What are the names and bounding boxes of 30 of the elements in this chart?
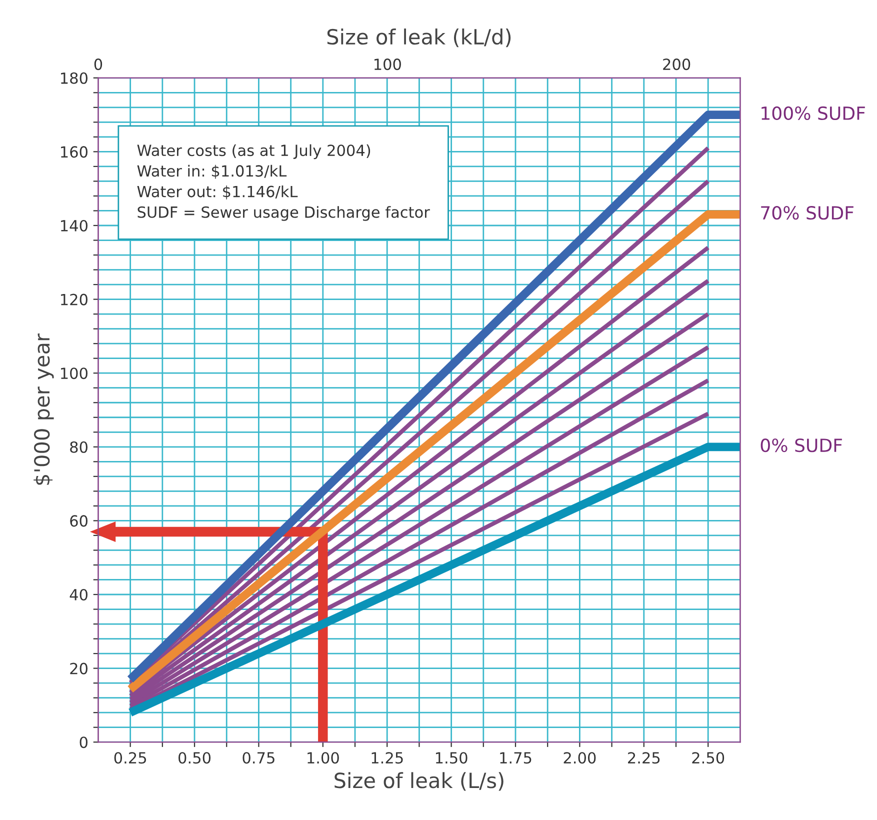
x-tick-label: 1.50 bbox=[436, 752, 468, 764]
y-tick-label: 40 bbox=[70, 588, 88, 601]
series-label: 0% SUDF bbox=[760, 438, 842, 452]
x-tick-label: 2.00 bbox=[564, 752, 596, 764]
y-tick-label: 140 bbox=[61, 220, 88, 232]
y-tick-label: 80 bbox=[70, 441, 88, 453]
y-tick-label: 100 bbox=[61, 368, 88, 380]
x-tick-label: 2.25 bbox=[628, 752, 660, 764]
x2-axis-title: Size of leak (kL/d) bbox=[327, 28, 511, 48]
x2-tick-label: 0 bbox=[94, 58, 102, 70]
annotation: Water costs (as at 1 July 2004) Water in: $1.013/kL Water out: $1.146/kL SUDF = Sewer usage Discharge factor bbox=[137, 144, 430, 221]
series-label: 100% SUDF bbox=[762, 106, 865, 120]
y-tick-label: 120 bbox=[61, 294, 88, 306]
x-tick-label: 2.50 bbox=[692, 752, 724, 764]
series-label: 70% SUDF bbox=[761, 206, 854, 220]
y-tick-label: 60 bbox=[70, 515, 88, 527]
x2-tick-label: 200 bbox=[663, 58, 690, 70]
y-tick-label: 0 bbox=[80, 736, 88, 748]
x-tick-label: 1.25 bbox=[372, 752, 403, 764]
x-tick-label: 0.25 bbox=[114, 752, 146, 764]
y-tick-label: 20 bbox=[70, 662, 88, 674]
x-tick-label: 1.00 bbox=[308, 752, 339, 764]
y-axis-title: $'000 per year bbox=[34, 333, 54, 485]
y-tick-label: 180 bbox=[61, 72, 88, 84]
x-tick-label: 0.50 bbox=[178, 752, 211, 764]
x-tick-label: 0.75 bbox=[242, 752, 274, 764]
x-tick-label: 1.75 bbox=[500, 752, 532, 764]
x2-tick-label: 100 bbox=[374, 58, 401, 70]
x-axis-title: Size of leak (L/s) bbox=[334, 772, 504, 791]
y-tick-label: 160 bbox=[61, 146, 88, 158]
